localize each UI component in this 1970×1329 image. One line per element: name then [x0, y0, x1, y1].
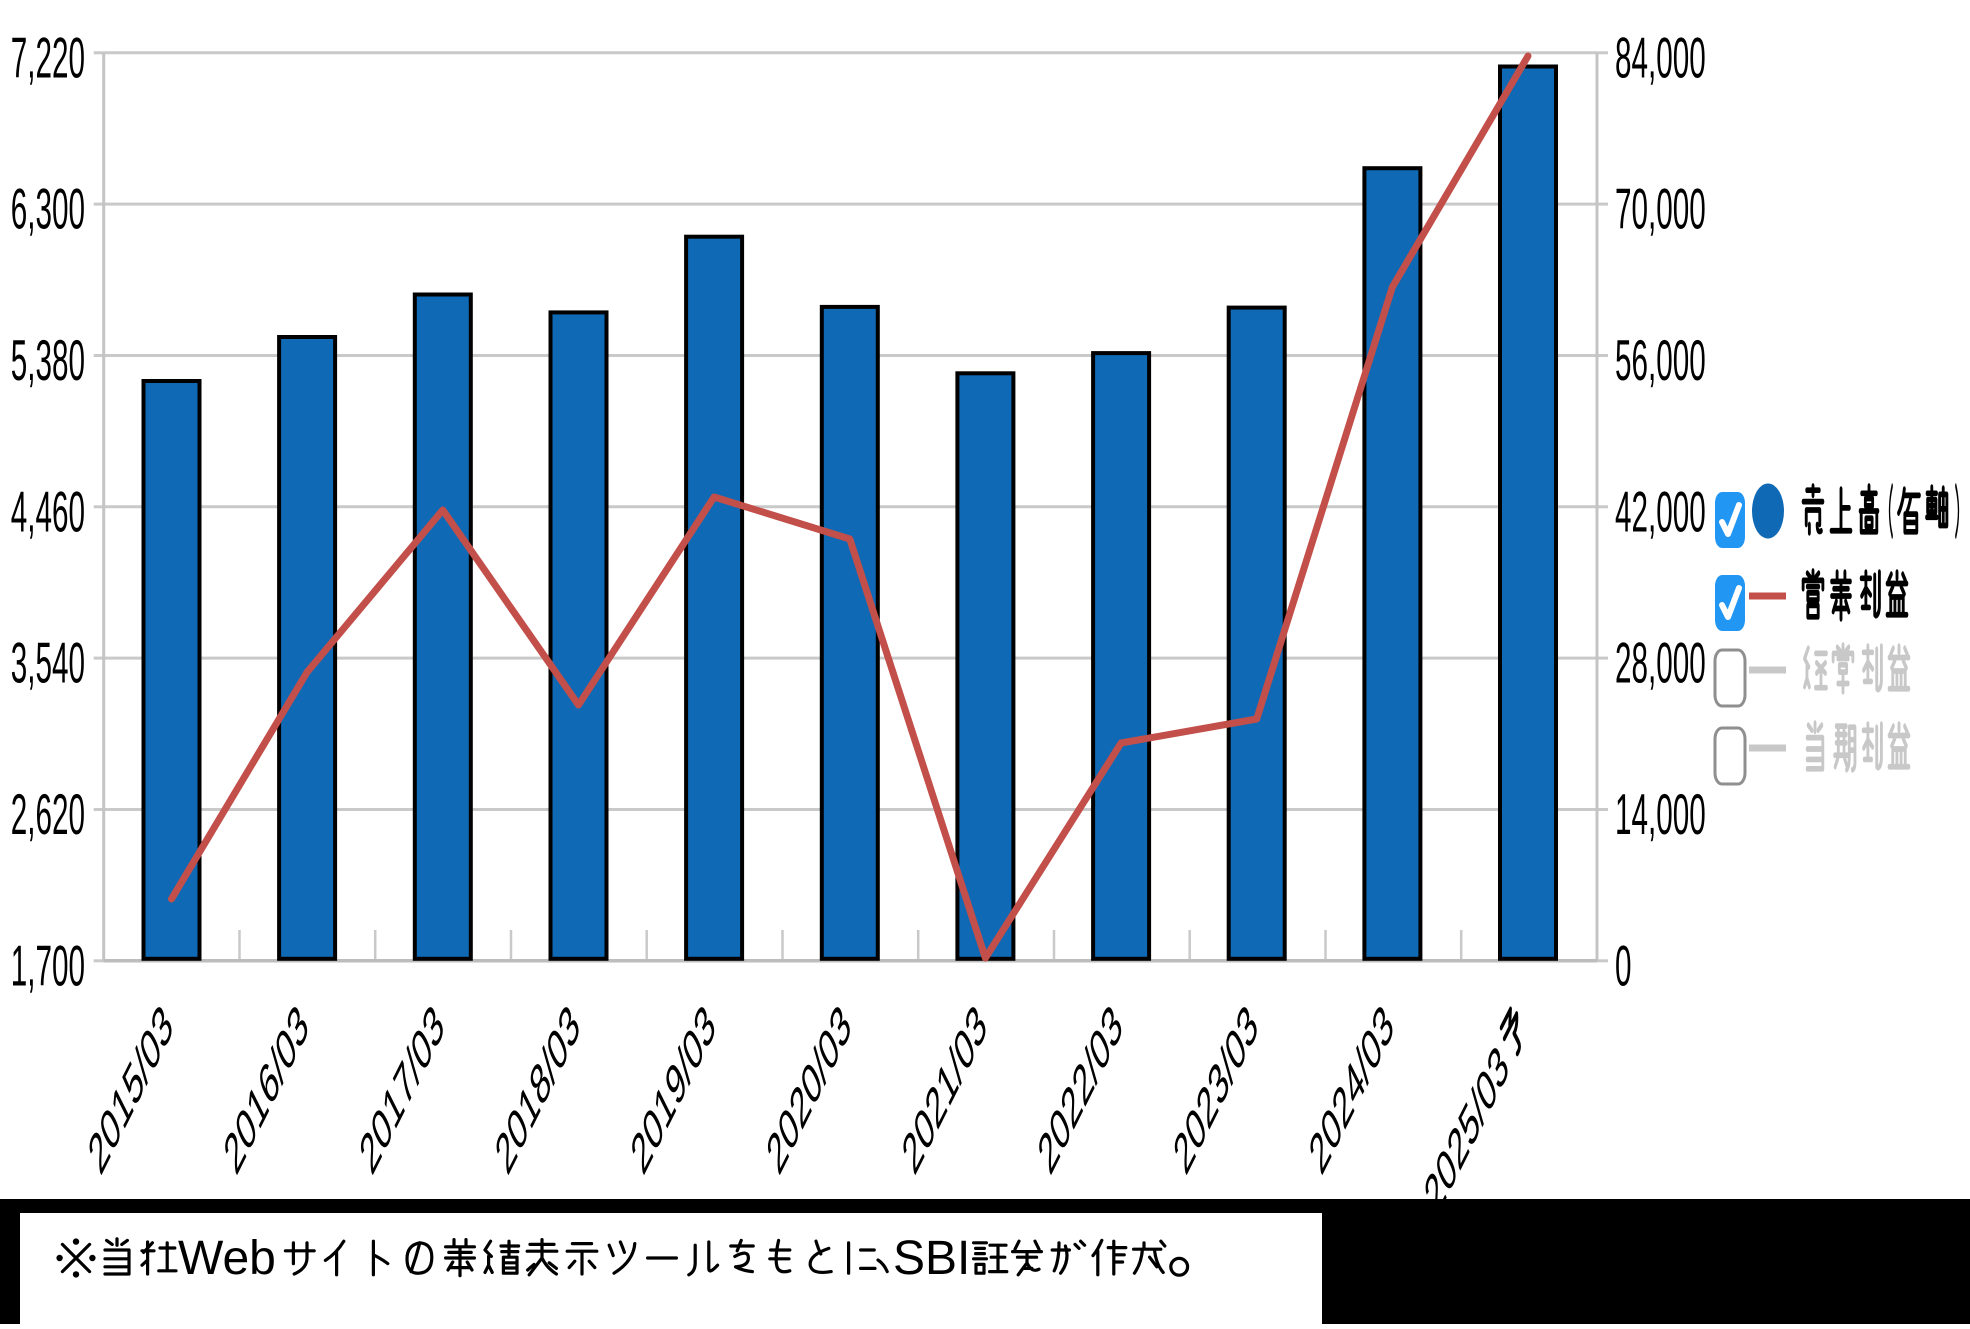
- svg-text:1,700: 1,700: [11, 934, 85, 998]
- svg-text:SBI: SBI: [893, 1232, 970, 1285]
- svg-text:56,000: 56,000: [1615, 329, 1706, 393]
- svg-text:5,380: 5,380: [11, 329, 85, 393]
- svg-text:3,540: 3,540: [11, 631, 85, 695]
- svg-text:14,000: 14,000: [1615, 783, 1706, 847]
- svg-text:Web: Web: [178, 1232, 276, 1285]
- svg-text:42,000: 42,000: [1615, 480, 1706, 544]
- svg-text:70,000: 70,000: [1615, 177, 1706, 241]
- svg-text:7,220: 7,220: [11, 26, 85, 90]
- svg-text:0: 0: [1615, 934, 1632, 998]
- svg-text:6,300: 6,300: [11, 177, 85, 241]
- svg-text:84,000: 84,000: [1615, 26, 1706, 90]
- svg-text:28,000: 28,000: [1615, 631, 1706, 695]
- svg-text:2,620: 2,620: [11, 783, 85, 847]
- svg-text:4,460: 4,460: [11, 480, 85, 544]
